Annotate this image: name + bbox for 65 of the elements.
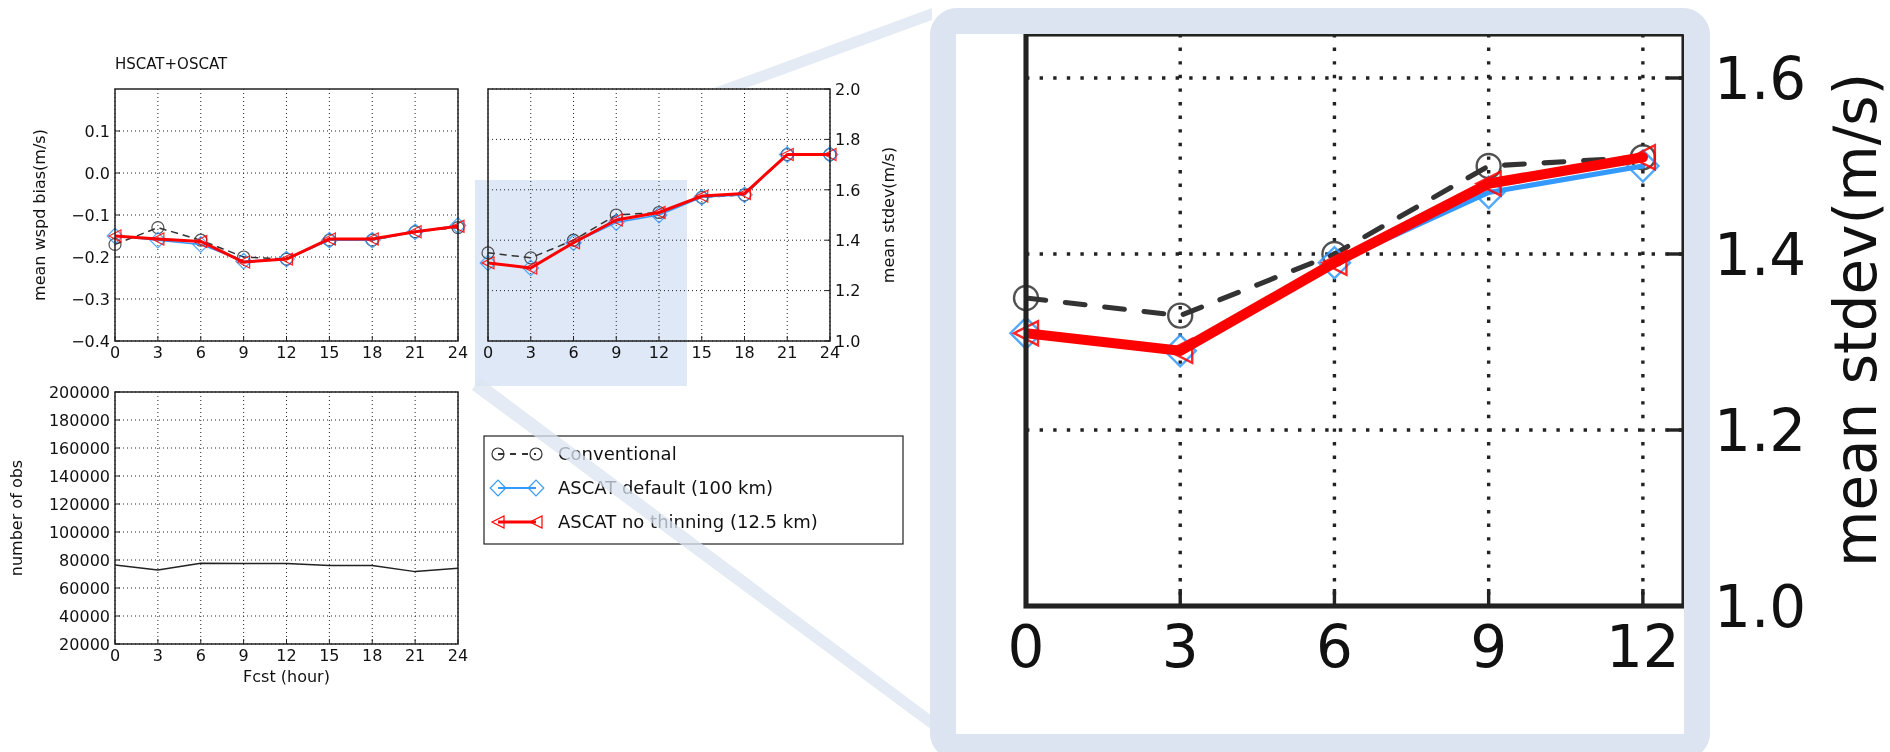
chart-title: HSCAT+OSCAT: [115, 55, 228, 73]
y-tick-label: 120000: [48, 494, 110, 514]
y-tick-label: 140000: [48, 466, 110, 486]
y-tick-label: 60000: [59, 578, 110, 598]
x-tick-label: 9: [238, 645, 249, 665]
x-tick-label: 6: [195, 645, 206, 665]
y-tick-label: −0.3: [71, 289, 110, 309]
y-tick-label: −0.4: [71, 331, 110, 351]
y-tick-label: 2.0: [835, 79, 861, 99]
x-tick-label: 12: [1605, 612, 1680, 681]
y-tick-label: 20000: [59, 634, 110, 654]
y-tick-label: 1.0: [1714, 572, 1807, 641]
x-tick-label: 6: [568, 342, 579, 362]
x-tick-label: 6: [1315, 612, 1353, 681]
x-tick-label: 12: [276, 342, 297, 362]
x-tick-label: 12: [648, 342, 670, 362]
x-tick-label: 21: [404, 342, 426, 362]
x-axis-title: Fcst (hour): [243, 667, 330, 687]
x-tick-label: 3: [152, 645, 163, 665]
x-tick-label: 15: [691, 342, 712, 362]
x-tick-label: 0: [109, 645, 121, 665]
x-tick-label: 9: [1470, 612, 1508, 681]
x-tick-label: 0: [482, 342, 494, 362]
y-tick-label: 100000: [48, 522, 110, 542]
x-tick-label: 24: [447, 342, 469, 362]
x-tick-label: 21: [777, 342, 798, 362]
y-tick-label: 180000: [48, 410, 110, 430]
y-tick-label: 80000: [59, 550, 110, 570]
x-tick-label: 24: [447, 645, 469, 665]
y-tick-label: 1.2: [1714, 396, 1807, 465]
y-tick-label: −0.2: [71, 247, 110, 267]
y-tick-label: 160000: [48, 438, 110, 458]
x-tick-label: 18: [362, 342, 383, 362]
x-tick-label: 18: [734, 342, 755, 362]
y-tick-label: −0.1: [71, 205, 110, 225]
x-tick-label: 0: [109, 342, 121, 362]
y-tick-label: 0.0: [84, 163, 110, 183]
x-tick-label: 12: [276, 645, 297, 665]
legend-label: Conventional: [558, 443, 677, 465]
y-axis-title: mean stdev(m/s): [879, 146, 899, 284]
x-tick-label: 15: [319, 342, 340, 362]
y-axis-title: number of obs: [7, 459, 26, 577]
y-tick-label: 1.4: [1714, 220, 1807, 289]
y-tick-label: 1.2: [835, 281, 861, 301]
x-tick-label: 9: [238, 342, 249, 362]
x-tick-label: 9: [611, 342, 622, 362]
y-tick-label: 200000: [48, 382, 110, 402]
y-tick-label: 0.1: [84, 121, 110, 141]
y-tick-label: 1.8: [835, 130, 861, 150]
y-axis-title: mean stdev(m/s): [1822, 72, 1890, 568]
x-tick-label: 15: [319, 645, 340, 665]
y-tick-label: 1.4: [835, 230, 861, 250]
x-tick-label: 18: [362, 645, 383, 665]
x-tick-label: 0: [1007, 612, 1045, 681]
x-tick-label: 6: [195, 342, 206, 362]
x-tick-label: 3: [525, 342, 536, 362]
x-tick-label: 3: [152, 342, 163, 362]
x-tick-label: 21: [404, 645, 426, 665]
legend-label: ASCAT no thinning (12.5 km): [558, 511, 818, 533]
y-tick-label: 1.6: [835, 180, 861, 200]
y-tick-label: 1.6: [1714, 44, 1807, 113]
legend-label: ASCAT default (100 km): [558, 477, 774, 499]
y-axis-title: mean wspd bias(m/s): [30, 129, 49, 301]
y-tick-label: 40000: [59, 606, 110, 626]
x-tick-label: 3: [1161, 612, 1199, 681]
